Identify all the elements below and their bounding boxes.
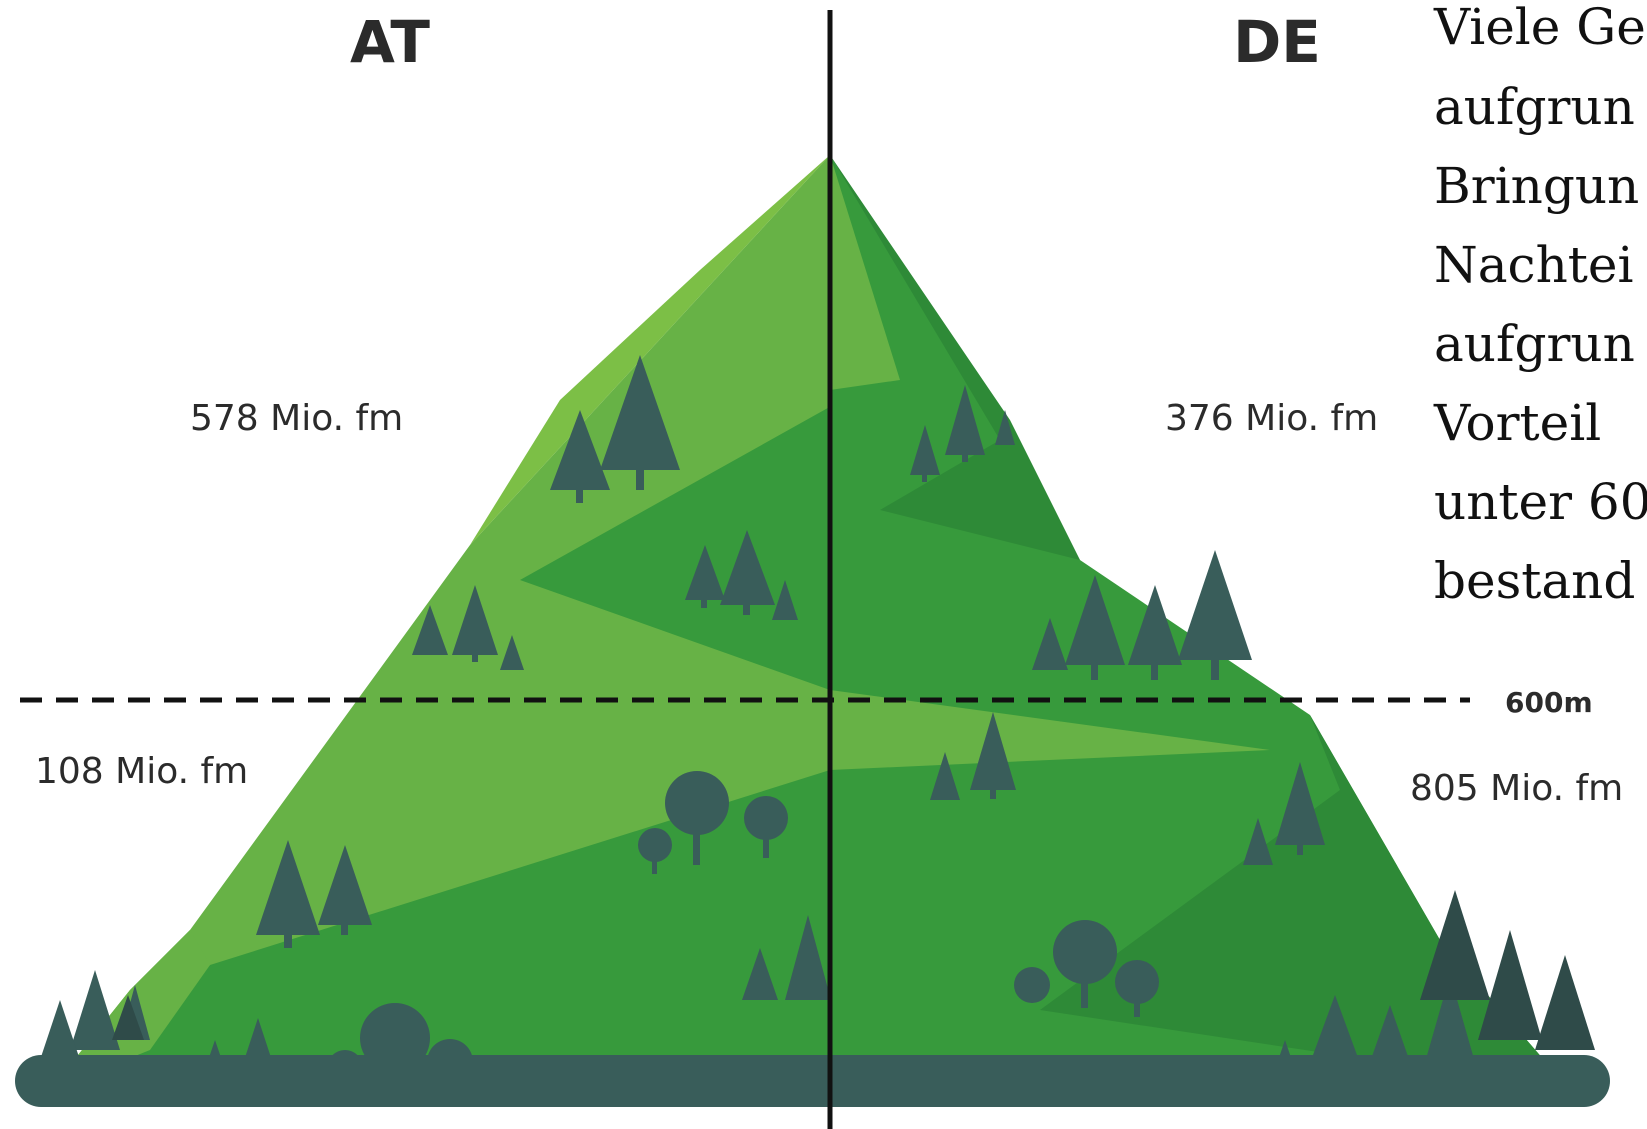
side-text-line: Vorteil	[1433, 394, 1601, 452]
country-label-left: AT	[350, 8, 430, 76]
side-text-line: Bringun	[1434, 157, 1639, 215]
country-label-right: DE	[1233, 8, 1321, 76]
tree-icon	[40, 1000, 80, 1060]
volume-label-left-upper: 578 Mio. fm	[190, 398, 403, 439]
tree-icon	[70, 970, 120, 1050]
volume-label-right-upper: 376 Mio. fm	[1165, 398, 1378, 439]
side-text-line: Nachtei	[1434, 236, 1633, 294]
side-text-line: Viele Ge	[1433, 0, 1646, 56]
side-text-line: unter 60	[1434, 473, 1647, 531]
volume-label-right-lower: 805 Mio. fm	[1410, 768, 1623, 809]
altitude-label: 600m	[1505, 686, 1593, 719]
ground-strip	[15, 1055, 1610, 1107]
side-text-line: aufgrun	[1434, 78, 1635, 136]
side-text-line: bestand	[1434, 552, 1635, 610]
tree-icon	[1535, 955, 1595, 1050]
volume-label-left-lower: 108 Mio. fm	[35, 751, 248, 792]
side-text-line: aufgrun	[1434, 315, 1635, 373]
side-text: Viele Ge aufgrun Bringun Nachtei aufgrun…	[1433, 0, 1647, 610]
bush-icon	[1014, 967, 1050, 1003]
tree-icon	[1478, 930, 1542, 1040]
